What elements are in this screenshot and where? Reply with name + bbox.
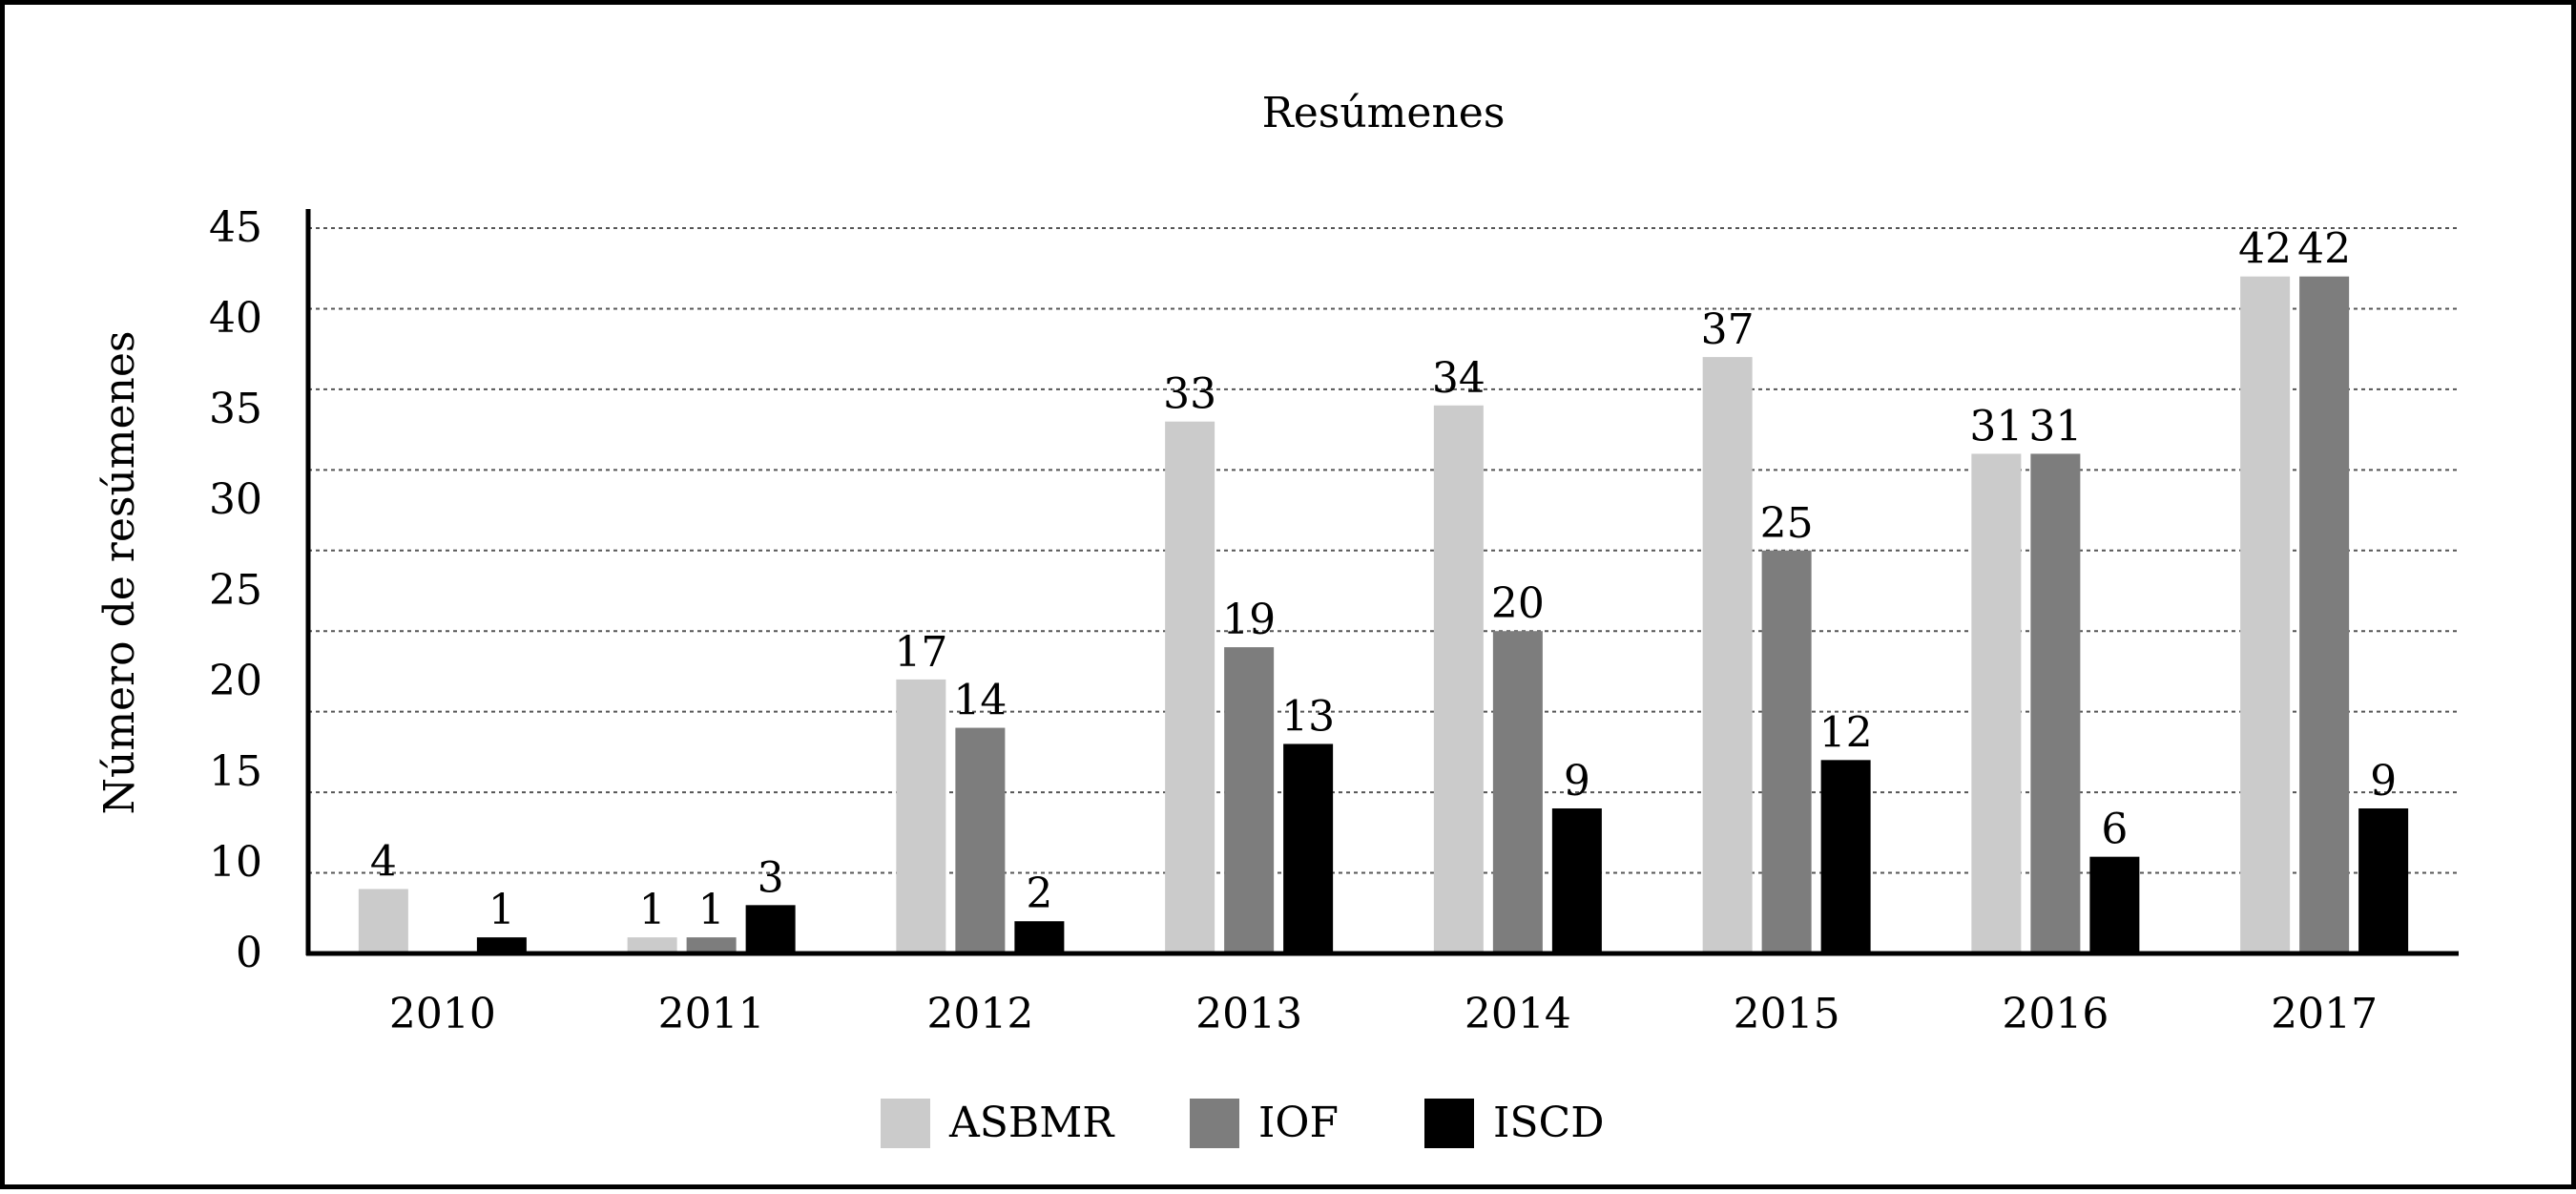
y-axis-ticks: 0 10 15 20 25 30 35 40 45 (209, 203, 262, 977)
data-label: 3 (758, 853, 784, 902)
data-label: 1 (488, 886, 515, 934)
chart-title: Resúmenes (1262, 89, 1506, 137)
bar-iof-2015 (1761, 550, 1812, 953)
data-label: 37 (1701, 305, 1755, 354)
axes (305, 209, 2459, 956)
y-tick-label: 25 (209, 566, 262, 615)
bar-asbmr-2013 (1165, 421, 1215, 954)
data-label: 19 (1222, 596, 1276, 644)
bar-iscd-2016 (2089, 856, 2140, 953)
bar-chart: Resúmenes Número de resúmenes 0 10 15 20 25 3… (95, 89, 2459, 1148)
data-label: 2 (1026, 869, 1052, 918)
x-tick-label: 2012 (926, 990, 1033, 1038)
bar-iscd-2013 (1283, 744, 1334, 953)
bar-iscd-2010 (476, 937, 527, 953)
y-tick-label: 0 (236, 929, 262, 977)
y-tick-label: 10 (209, 838, 262, 887)
bar-asbmr-2015 (1702, 357, 1753, 954)
legend-swatch-iscd (1424, 1099, 1474, 1148)
bar-iscd-2011 (745, 905, 796, 953)
data-label: 13 (1281, 692, 1335, 741)
legend-label-iof: IOF (1258, 1099, 1339, 1147)
x-tick-label: 2015 (1734, 990, 1840, 1038)
bar-asbmr-2014 (1433, 405, 1484, 953)
data-label: 34 (1432, 354, 1485, 403)
data-label: 31 (1969, 402, 2023, 450)
bar-asbmr-2011 (627, 937, 677, 953)
bar-iof-2013 (1224, 647, 1275, 953)
data-label: 1 (639, 886, 666, 934)
y-tick-label: 30 (209, 475, 262, 524)
y-tick-label: 20 (209, 657, 262, 705)
bar-iof-2017 (2299, 276, 2350, 954)
bar-asbmr-2016 (1971, 453, 2022, 953)
bar-iscd-2012 (1014, 921, 1065, 953)
x-tick-label: 2013 (1195, 990, 1302, 1038)
y-axis-label: Número de resúmenes (95, 330, 144, 814)
data-label: 17 (894, 628, 947, 677)
data-label: 33 (1163, 370, 1216, 419)
legend-label-asbmr: ASBMR (948, 1099, 1115, 1147)
data-label: 25 (1760, 499, 1814, 548)
y-tick-label: 35 (209, 385, 262, 433)
x-tick-label: 2016 (2002, 990, 2109, 1038)
bar-asbmr-2010 (358, 889, 408, 953)
data-label: 9 (1564, 757, 1590, 806)
x-axis-ticks: 2010 2011 2012 2013 2014 2015 2016 2017 (389, 990, 2378, 1038)
x-tick-label: 2014 (1465, 990, 1571, 1038)
legend-label-iscd: ISCD (1493, 1099, 1604, 1147)
legend: ASBMR IOF ISCD (881, 1099, 1604, 1148)
bar-iscd-2015 (1820, 760, 1871, 953)
data-label: 20 (1491, 579, 1545, 628)
bar-asbmr-2012 (896, 679, 946, 953)
data-label: 1 (698, 886, 725, 934)
data-label: 9 (2370, 757, 2397, 806)
legend-swatch-iof (1190, 1099, 1239, 1148)
bar-asbmr-2017 (2240, 276, 2291, 954)
data-label: 42 (2238, 225, 2292, 274)
x-tick-label: 2017 (2271, 990, 2378, 1038)
legend-swatch-asbmr (881, 1099, 930, 1148)
y-tick-label: 40 (209, 294, 262, 343)
data-label: 12 (1819, 708, 1873, 757)
data-label: 42 (2297, 225, 2351, 274)
bar-iof-2016 (2030, 453, 2081, 953)
data-label: 14 (953, 677, 1007, 725)
x-tick-label: 2010 (389, 990, 496, 1038)
y-tick-label: 45 (209, 203, 262, 252)
bar-iof-2012 (955, 727, 1006, 953)
y-tick-label: 15 (209, 747, 262, 796)
data-label: 6 (2101, 806, 2128, 854)
gridlines (308, 227, 2459, 874)
bar-iscd-2014 (1551, 808, 1602, 953)
data-label: 4 (370, 837, 397, 886)
x-tick-label: 2011 (658, 990, 765, 1038)
bar-iof-2014 (1492, 631, 1543, 953)
bar-iof-2011 (686, 937, 737, 953)
bar-iscd-2017 (2358, 808, 2409, 953)
data-label: 31 (2028, 402, 2082, 450)
bars (358, 276, 2409, 954)
